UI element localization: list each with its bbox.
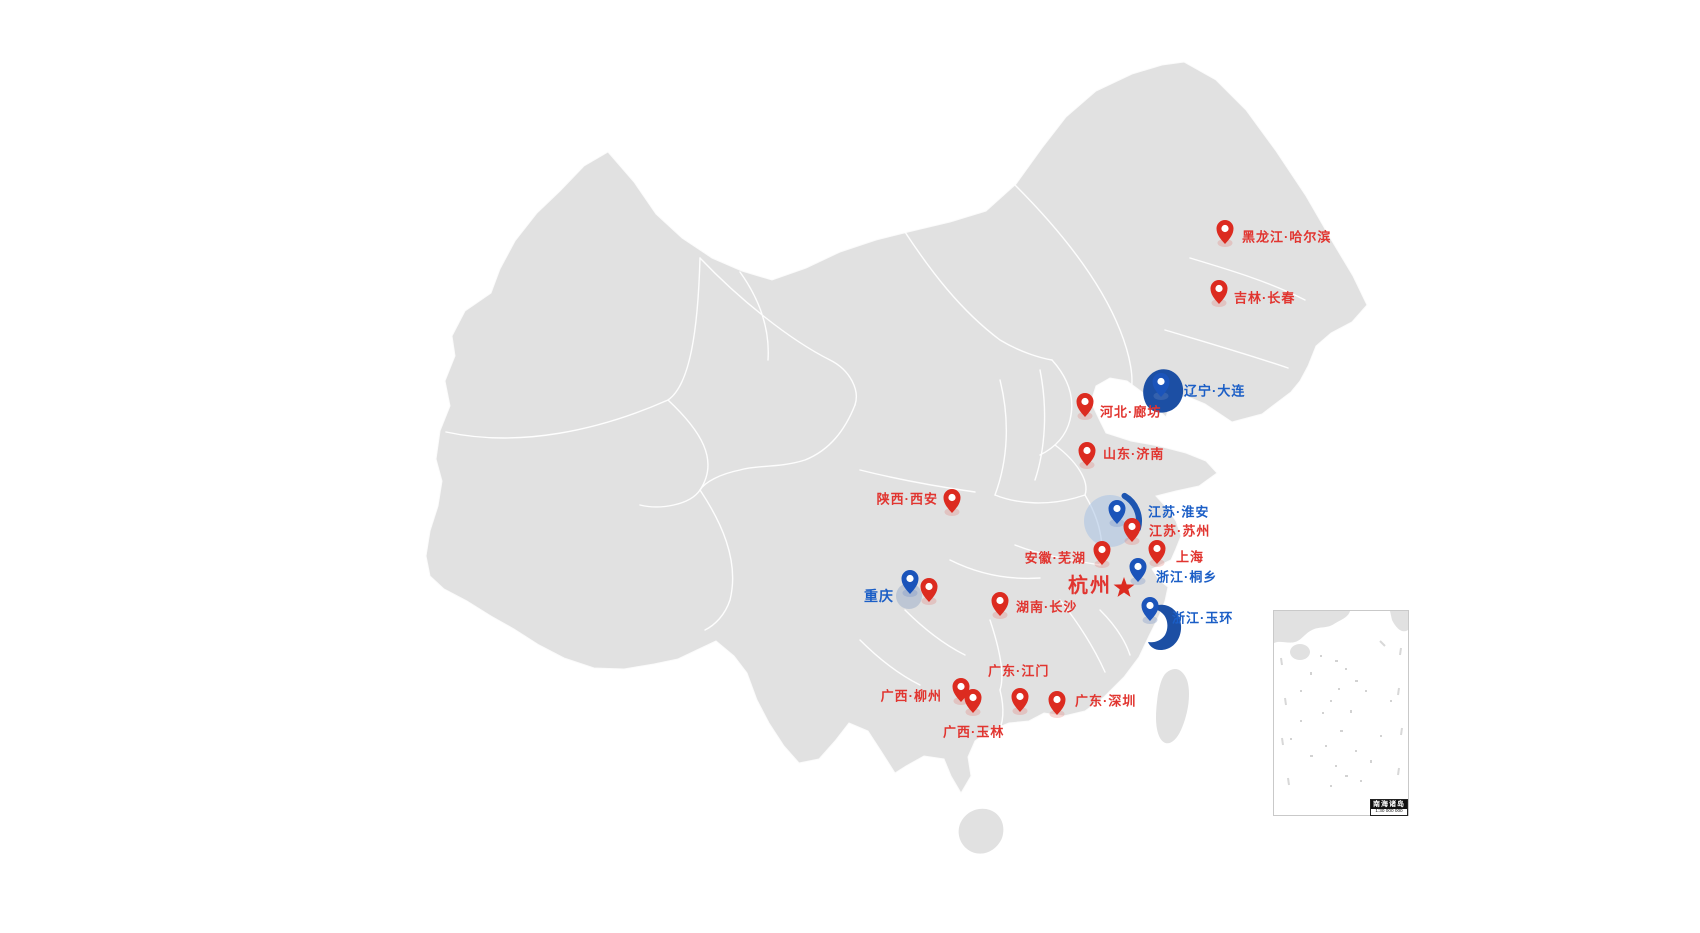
- map-pin-hebei-langfang-icon[interactable]: [1072, 388, 1098, 421]
- taiwan-shape: [1156, 668, 1189, 744]
- hainan-shape: [958, 808, 1004, 854]
- inset-boundary-dashes: [1280, 640, 1403, 786]
- label-shaanxi-xian: 陕西·西安: [876, 491, 938, 507]
- label-anhui-wuhu: 安徽·芜湖: [1024, 550, 1086, 566]
- map-pin-guangdong-shenzhen-icon[interactable]: [1044, 686, 1070, 719]
- label-zhejiang-yuhuan: 浙江·玉环: [1172, 610, 1234, 626]
- map-pin-heilongjiang-harbin-icon[interactable]: [1212, 215, 1238, 248]
- label-zhejiang-tongxiang: 浙江·桐乡: [1156, 569, 1218, 585]
- map-pin-chongqing-red-icon[interactable]: [916, 573, 942, 606]
- label-shanghai: 上海: [1176, 549, 1205, 565]
- label-guangdong-shenzhen: 广东·深圳: [1075, 693, 1137, 709]
- map-pin-shandong-jinan-icon[interactable]: [1074, 437, 1100, 470]
- map-pin-liaoning-dalian-icon[interactable]: [1148, 368, 1174, 401]
- label-jiangsu-suzhou: 江苏·苏州: [1149, 523, 1211, 539]
- map-pin-jiangsu-suzhou-icon[interactable]: [1119, 513, 1145, 546]
- map-pin-zhejiang-tongxiang-icon[interactable]: [1125, 553, 1151, 586]
- map-pin-hunan-changsha-icon[interactable]: [987, 587, 1013, 620]
- inset-hainan: [1290, 644, 1310, 660]
- label-liaoning-dalian: 辽宁·大连: [1184, 383, 1246, 399]
- inset-caption-box: 南海诸岛 1:30 000 000: [1370, 799, 1408, 816]
- inset-islands: [1290, 655, 1392, 787]
- map-pin-guangxi-yulin-icon[interactable]: [960, 684, 986, 717]
- map-pin-zhejiang-yuhuan-icon[interactable]: [1137, 592, 1163, 625]
- map-pin-jiangsu-huaian-icon[interactable]: [1104, 495, 1130, 528]
- china-mainland-shape: [425, 61, 1368, 794]
- map-pin-guangdong-jiangmen-icon[interactable]: [1007, 683, 1033, 716]
- yuhuan-highlight: [1148, 604, 1182, 651]
- label-jiangsu-huaian: 江苏·淮安: [1148, 504, 1210, 520]
- map-pin-shaanxi-xian-icon[interactable]: [939, 484, 965, 517]
- map-pin-chongqing-icon[interactable]: [897, 565, 923, 598]
- inset-scale: 1:30 000 000: [1375, 809, 1403, 814]
- label-chongqing: 重庆: [864, 588, 894, 604]
- label-guangdong-jiangmen: 广东·江门: [988, 663, 1050, 679]
- map-pin-anhui-wuhu-icon[interactable]: [1089, 536, 1115, 569]
- label-hangzhou-hq: 杭州: [1068, 575, 1112, 597]
- label-heilongjiang-harbin: 黑龙江·哈尔滨: [1242, 229, 1332, 245]
- south-china-sea-inset: [1273, 610, 1409, 816]
- inset-taiwan: [1390, 611, 1408, 632]
- inset-title: 南海诸岛: [1371, 800, 1407, 809]
- label-hebei-langfang: 河北·廊坊: [1100, 404, 1162, 420]
- inset-coastline: [1274, 611, 1350, 643]
- label-jilin-changchun: 吉林·长春: [1234, 290, 1296, 306]
- label-guangxi-liuzhou: 广西·柳州: [880, 688, 942, 704]
- map-pin-jilin-changchun-icon[interactable]: [1206, 275, 1232, 308]
- label-hunan-changsha: 湖南·长沙: [1016, 599, 1078, 615]
- map-pin-shanghai-icon[interactable]: [1144, 535, 1170, 568]
- label-guangxi-yulin: 广西·玉林: [943, 724, 1005, 740]
- chongqing-highlight-circle: [896, 583, 922, 609]
- hq-star-icon[interactable]: [1110, 574, 1138, 602]
- label-shandong-jinan: 山东·济南: [1103, 446, 1165, 462]
